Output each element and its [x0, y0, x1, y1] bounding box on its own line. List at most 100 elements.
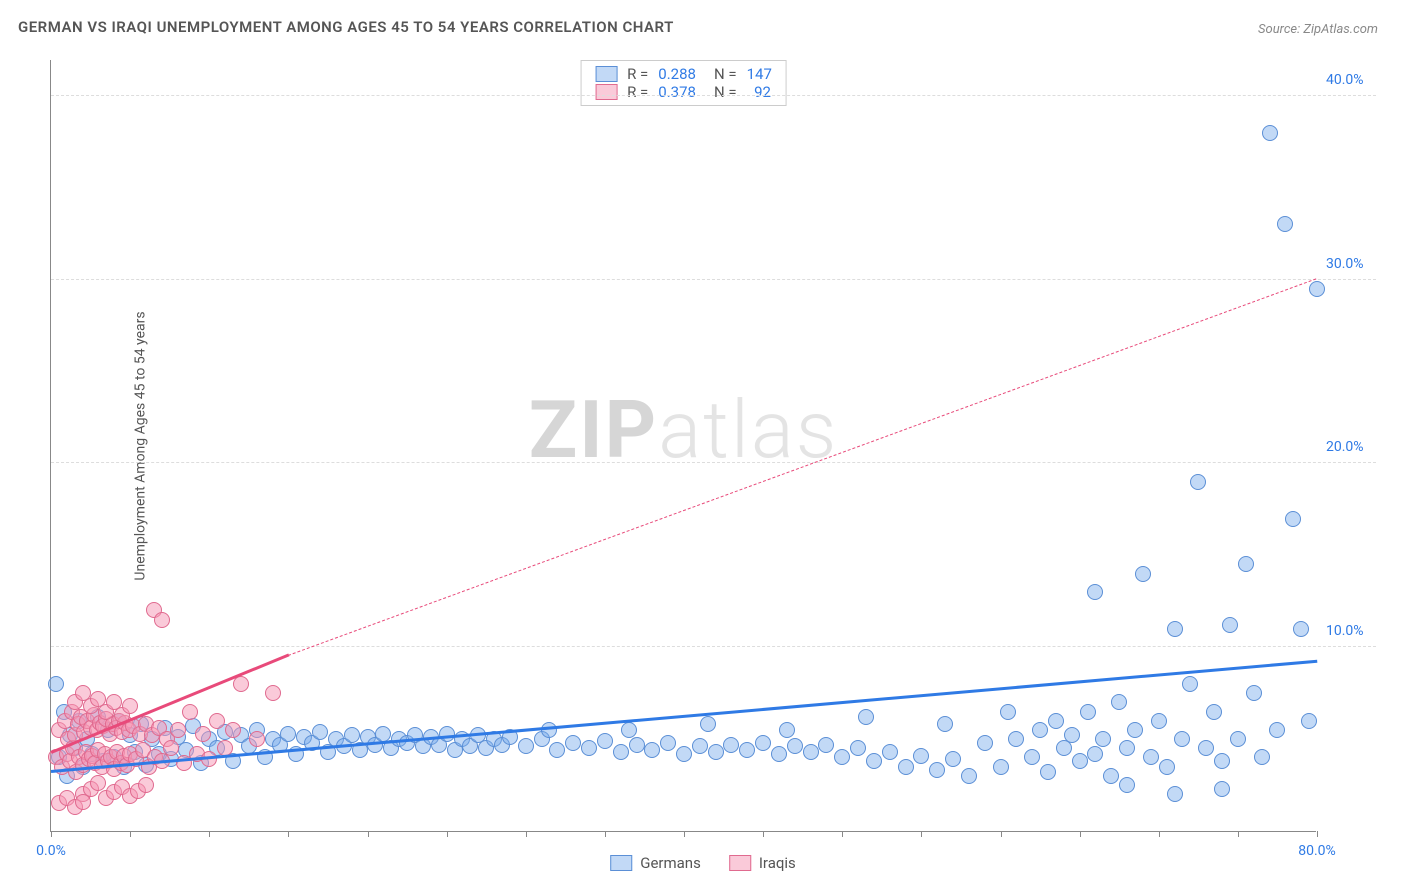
- data-point-germans: [1238, 556, 1254, 572]
- x-tick: [605, 831, 606, 837]
- legend-swatch: [595, 84, 617, 100]
- data-point-germans: [1167, 621, 1183, 637]
- data-point-iraqis: [90, 775, 106, 791]
- data-point-germans: [1293, 621, 1309, 637]
- x-tick: [51, 831, 52, 837]
- x-tick: [1317, 831, 1318, 837]
- x-tick: [763, 831, 764, 837]
- data-point-germans: [771, 746, 787, 762]
- x-tick: [526, 831, 527, 837]
- data-point-germans: [1246, 685, 1262, 701]
- data-point-germans: [1072, 753, 1088, 769]
- x-tick: [1080, 831, 1081, 837]
- data-point-germans: [1230, 731, 1246, 747]
- legend-swatch: [610, 855, 632, 871]
- data-point-iraqis: [138, 777, 154, 793]
- data-point-germans: [692, 738, 708, 754]
- data-point-germans: [1000, 704, 1016, 720]
- source-attribution: Source: ZipAtlas.com: [1258, 22, 1378, 37]
- r-label: R =: [627, 65, 648, 83]
- x-tick: [209, 831, 210, 837]
- y-tick-label: 30.0%: [1326, 256, 1386, 272]
- x-tick: [684, 831, 685, 837]
- data-point-germans: [1167, 786, 1183, 802]
- series-legend: GermansIraqis: [610, 854, 796, 872]
- data-point-germans: [1119, 740, 1135, 756]
- data-point-iraqis: [182, 704, 198, 720]
- data-point-germans: [541, 722, 557, 738]
- data-point-germans: [1008, 731, 1024, 747]
- data-point-iraqis: [195, 726, 211, 742]
- legend-swatch: [595, 66, 617, 82]
- data-point-germans: [375, 726, 391, 742]
- data-point-iraqis: [209, 713, 225, 729]
- data-point-iraqis: [201, 751, 217, 767]
- data-point-germans: [518, 738, 534, 754]
- data-point-germans: [858, 709, 874, 725]
- data-point-germans: [723, 737, 739, 753]
- data-point-germans: [1214, 781, 1230, 797]
- stats-row: R =0.288N =147: [595, 65, 772, 83]
- data-point-germans: [961, 768, 977, 784]
- data-point-germans: [1254, 749, 1270, 765]
- data-point-germans: [866, 753, 882, 769]
- gridline: [51, 646, 1376, 647]
- x-tick: [1001, 831, 1002, 837]
- data-point-germans: [977, 735, 993, 751]
- x-tick-label: 0.0%: [36, 843, 66, 859]
- n-value: 147: [747, 65, 772, 83]
- data-point-iraqis: [170, 722, 186, 738]
- data-point-germans: [850, 740, 866, 756]
- data-point-germans: [755, 735, 771, 751]
- data-point-germans: [48, 676, 64, 692]
- data-point-germans: [549, 742, 565, 758]
- data-point-iraqis: [225, 722, 241, 738]
- data-point-germans: [1159, 759, 1175, 775]
- data-point-germans: [629, 737, 645, 753]
- gridline: [51, 95, 1376, 96]
- x-tick: [447, 831, 448, 837]
- trendline-extrapolated: [288, 279, 1317, 657]
- data-point-germans: [1095, 731, 1111, 747]
- data-point-germans: [1119, 777, 1135, 793]
- data-point-germans: [613, 744, 629, 760]
- data-point-germans: [565, 735, 581, 751]
- data-point-germans: [1143, 749, 1159, 765]
- x-tick: [368, 831, 369, 837]
- data-point-germans: [1222, 617, 1238, 633]
- legend-label: Germans: [640, 854, 701, 872]
- data-point-germans: [1048, 713, 1064, 729]
- data-point-germans: [708, 744, 724, 760]
- data-point-iraqis: [154, 612, 170, 628]
- data-point-germans: [882, 744, 898, 760]
- data-point-germans: [1103, 768, 1119, 784]
- data-point-germans: [1151, 713, 1167, 729]
- data-point-germans: [1087, 746, 1103, 762]
- data-point-germans: [818, 737, 834, 753]
- data-point-germans: [1190, 474, 1206, 490]
- data-point-germans: [779, 722, 795, 738]
- x-tick-label: 80.0%: [1298, 843, 1336, 859]
- data-point-germans: [1301, 713, 1317, 729]
- y-tick-label: 20.0%: [1326, 439, 1386, 455]
- data-point-germans: [1032, 722, 1048, 738]
- data-point-germans: [1111, 694, 1127, 710]
- x-tick: [921, 831, 922, 837]
- data-point-germans: [945, 751, 961, 767]
- data-point-germans: [660, 735, 676, 751]
- n-label: N =: [714, 83, 737, 101]
- data-point-germans: [1262, 125, 1278, 141]
- correlation-stats-box: R =0.288N =147R =0.378N = 92: [580, 60, 787, 106]
- x-tick: [1238, 831, 1239, 837]
- data-point-germans: [898, 759, 914, 775]
- data-point-germans: [1309, 281, 1325, 297]
- data-point-iraqis: [75, 794, 91, 810]
- data-point-germans: [581, 740, 597, 756]
- data-point-germans: [739, 742, 755, 758]
- chart-title: GERMAN VS IRAQI UNEMPLOYMENT AMONG AGES …: [18, 18, 674, 36]
- stats-row: R =0.378N = 92: [595, 83, 772, 101]
- data-point-germans: [937, 716, 953, 732]
- data-point-germans: [1024, 749, 1040, 765]
- n-value: 92: [747, 83, 771, 101]
- x-tick: [1159, 831, 1160, 837]
